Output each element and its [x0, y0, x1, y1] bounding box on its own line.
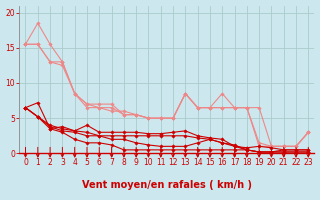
- X-axis label: Vent moyen/en rafales ( km/h ): Vent moyen/en rafales ( km/h ): [82, 180, 252, 190]
